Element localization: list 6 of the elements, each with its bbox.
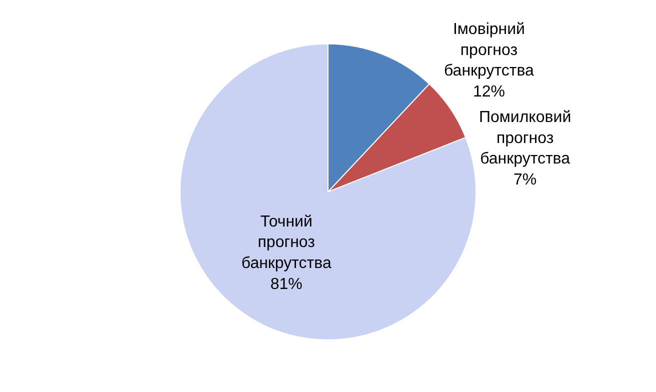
slice-label: Помилковий прогноз банкрутства xyxy=(479,109,572,168)
data-label: 81% xyxy=(270,276,302,293)
data-label: 7% xyxy=(514,171,537,188)
slice-label: Точний прогноз банкрутства xyxy=(241,213,332,272)
data-label: 12% xyxy=(472,83,505,100)
slice-label: Імовірний прогноз банкрутства xyxy=(444,21,534,80)
